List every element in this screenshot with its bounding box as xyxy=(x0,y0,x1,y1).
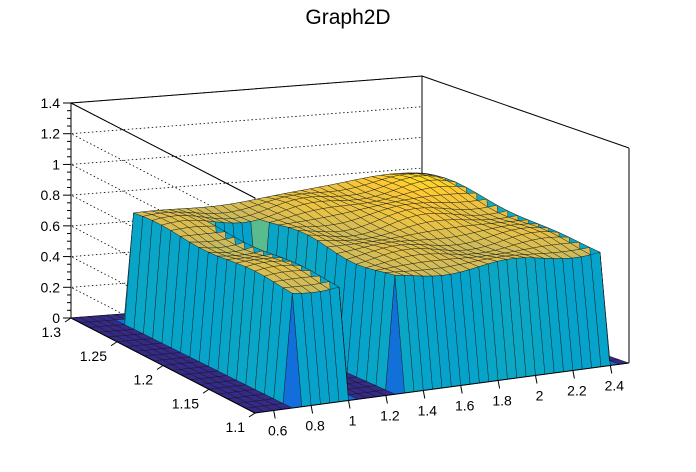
x-tick-label: 1.8 xyxy=(492,393,512,409)
z-tick-label: 0 xyxy=(52,310,60,326)
x-major-tick xyxy=(422,390,426,399)
x-tick-label: 1 xyxy=(349,413,357,429)
z-tick-label: 1.4 xyxy=(41,95,61,111)
x-major-tick xyxy=(497,380,501,389)
x-tick-label: 1.2 xyxy=(380,408,400,424)
x-major-tick xyxy=(535,375,538,384)
z-tick-label: 1.2 xyxy=(41,126,61,142)
z-gridline-7 xyxy=(69,75,423,199)
y-major-tick xyxy=(202,388,210,394)
z-tick-label: 0.2 xyxy=(41,279,61,295)
x-tick-label: 1.6 xyxy=(455,398,475,414)
chart-title: Graph2D xyxy=(305,6,390,29)
axes: 0 0.2 0.4 0.6 0.8 1 1.2 1.4 0.6 0.8 1 1.2 1.4 1.6 1.8 2… xyxy=(41,95,630,439)
x-tick-label: 2.4 xyxy=(605,378,625,394)
front-box-edges xyxy=(421,75,630,363)
x-tick-label: 1.4 xyxy=(418,403,438,419)
x-tick-label: 2 xyxy=(536,388,544,404)
z-gridline-6 xyxy=(69,106,423,230)
x-major-tick xyxy=(609,365,613,374)
x-axis-line xyxy=(254,362,630,414)
z-tick-label: 0.6 xyxy=(41,218,61,234)
top-right-edge xyxy=(421,75,630,149)
x-tick-label: 0.6 xyxy=(268,423,288,439)
x-major-tick xyxy=(310,405,314,414)
y-major-tick xyxy=(156,365,164,370)
x-major-tick xyxy=(572,370,575,379)
x-tick-label: 0.8 xyxy=(305,418,325,434)
x-major-tick xyxy=(385,395,388,404)
x-major-tick xyxy=(348,400,351,409)
y-tick-label: 1.2 xyxy=(134,372,154,388)
z-tick-label: 0.4 xyxy=(41,249,61,265)
x-major-tick xyxy=(273,410,276,419)
y-tick-label: 1.3 xyxy=(42,324,62,340)
surface-mesh xyxy=(70,172,630,414)
x-tick-label: 2.2 xyxy=(567,383,587,399)
z-tick-label: 1 xyxy=(52,156,60,172)
y-tick-label: 1.1 xyxy=(226,419,246,435)
y-major-tick xyxy=(64,317,72,323)
z-tick-label: 0.8 xyxy=(41,187,61,203)
y-tick-label: 1.15 xyxy=(172,395,199,411)
y-major-tick xyxy=(110,341,118,347)
x-major-tick xyxy=(460,385,463,394)
y-major-tick xyxy=(248,412,256,418)
y-tick-label: 1.25 xyxy=(80,348,107,364)
